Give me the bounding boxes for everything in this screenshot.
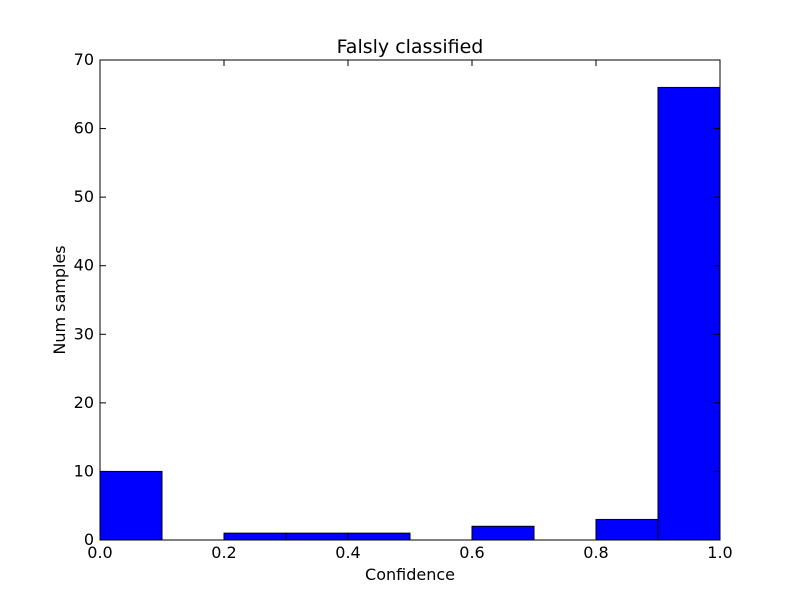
x-tick-label: 0.6	[459, 543, 484, 562]
bars-group	[99, 86, 721, 541]
x-axis-label: Confidence	[365, 565, 455, 584]
y-tick-label: 40	[74, 256, 94, 275]
x-tick-label: 0.0	[87, 543, 112, 562]
histogram-bar	[471, 525, 535, 541]
y-tick-label: 0	[84, 530, 94, 549]
chart-title: Falsly classified	[337, 36, 484, 58]
y-tick-label: 30	[74, 324, 94, 343]
x-tick-label: 0.8	[583, 543, 608, 562]
histogram-bar	[347, 532, 411, 541]
x-tick-label: 0.4	[335, 543, 360, 562]
y-tick-label: 10	[74, 461, 94, 480]
y-tick-label: 20	[74, 393, 94, 412]
x-tick-label: 1.0	[707, 543, 732, 562]
y-axis-ticks: 0 10 20 30 40 50 60 70	[74, 50, 720, 549]
histogram-bar	[99, 470, 163, 541]
histogram-bar	[285, 532, 349, 541]
histogram-bar	[223, 532, 287, 541]
histogram-bar	[595, 518, 659, 541]
y-tick-label: 70	[74, 50, 94, 69]
y-tick-label: 50	[74, 187, 94, 206]
y-tick-label: 60	[74, 119, 94, 138]
plot-frame	[99, 59, 721, 541]
y-axis-label: Num samples	[50, 245, 69, 354]
x-tick-label: 0.2	[211, 543, 236, 562]
histogram-bar	[657, 86, 721, 541]
